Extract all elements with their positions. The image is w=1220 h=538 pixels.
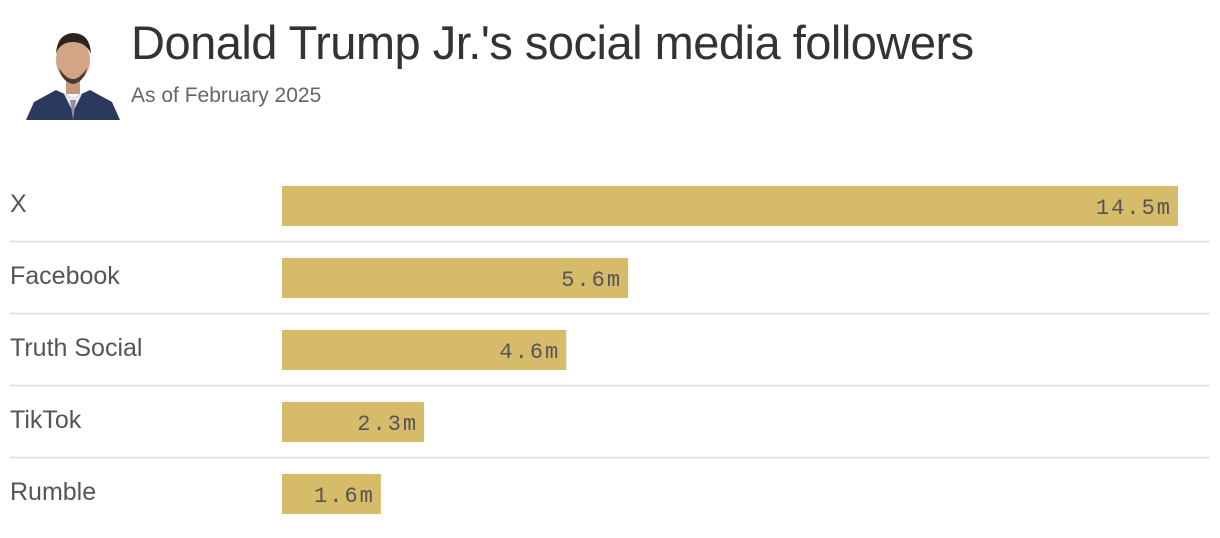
data-label: 2.3m xyxy=(357,412,418,437)
bar xyxy=(282,402,425,442)
bar xyxy=(282,258,629,298)
category-label: Facebook xyxy=(10,262,120,290)
chart-subtitle: As of February 2025 xyxy=(131,84,322,107)
data-label: 1.6m xyxy=(314,484,375,509)
data-label: 4.6m xyxy=(499,340,560,365)
bar xyxy=(282,330,567,370)
chart-header: Donald Trump Jr.'s social media follower… xyxy=(0,0,1220,130)
portrait-photo xyxy=(26,20,120,120)
category-label: Rumble xyxy=(10,478,96,506)
category-label: Truth Social xyxy=(10,334,142,362)
data-label: 14.5m xyxy=(1096,196,1172,221)
bar xyxy=(282,474,381,514)
chart-title: Donald Trump Jr.'s social media follower… xyxy=(131,16,974,69)
chart-layer: X 14.5m Facebook 5.6m Truth Social 4.6m TikTok… xyxy=(10,186,1210,514)
category-label: X xyxy=(10,190,27,218)
category-label: TikTok xyxy=(10,406,82,434)
bar xyxy=(282,186,1178,226)
data-label: 5.6m xyxy=(561,268,622,293)
